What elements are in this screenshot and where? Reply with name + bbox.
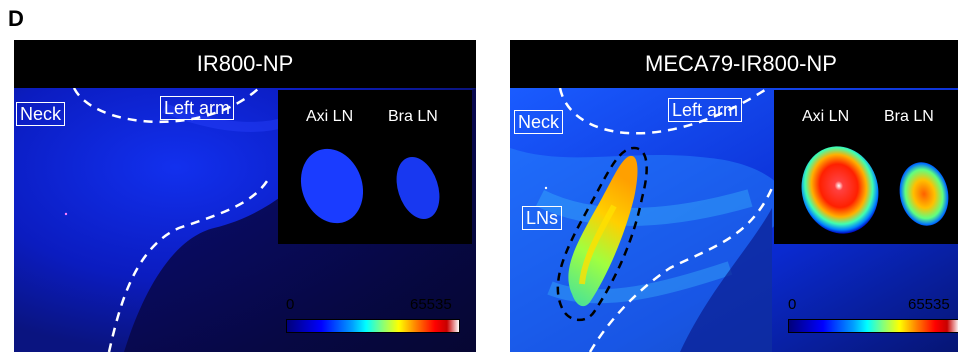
colorbar-min: 0 — [286, 296, 295, 313]
colorbar-max: 65535 — [410, 296, 452, 313]
panel-ir800-np: IR800-NP Neck Left arm Axi LN Bra LN — [14, 40, 476, 352]
panel-title: MECA79-IR800-NP — [510, 40, 958, 88]
ln-inset: Axi LN Bra LN 0 65535 — [278, 90, 472, 333]
region-label-neck: Neck — [514, 110, 564, 134]
region-label-neck: Neck — [16, 102, 66, 126]
panel-title: IR800-NP — [14, 40, 476, 88]
ln-inset: Axi LN Bra LN — [774, 90, 958, 333]
colorbar-max: 65535 — [908, 296, 950, 313]
region-label-left-arm: Left arm — [668, 98, 743, 122]
axi-ln-signal — [801, 146, 879, 234]
axi-ln-signal — [300, 148, 364, 224]
inset-label-axi: Axi LN — [306, 108, 354, 125]
inset-label-bra: Bra LN — [388, 108, 438, 125]
colorbar-min: 0 — [788, 296, 797, 313]
panel-meca79-ir800-np: MECA79-IR800-NP Neck L — [510, 40, 958, 352]
lymph-node-signals — [801, 146, 949, 234]
region-label-left-arm: Left arm — [160, 96, 235, 120]
colorbar — [286, 319, 460, 333]
panel-letter: D — [8, 6, 24, 31]
inset-label-bra: Bra LN — [884, 108, 934, 125]
region-label-lns: LNs — [522, 206, 563, 230]
bra-ln-signal — [899, 162, 949, 226]
bra-ln-signal — [396, 156, 440, 220]
inset-label-axi: Axi LN — [802, 108, 850, 125]
colorbar — [788, 319, 958, 333]
lymph-node-signals — [300, 148, 440, 224]
